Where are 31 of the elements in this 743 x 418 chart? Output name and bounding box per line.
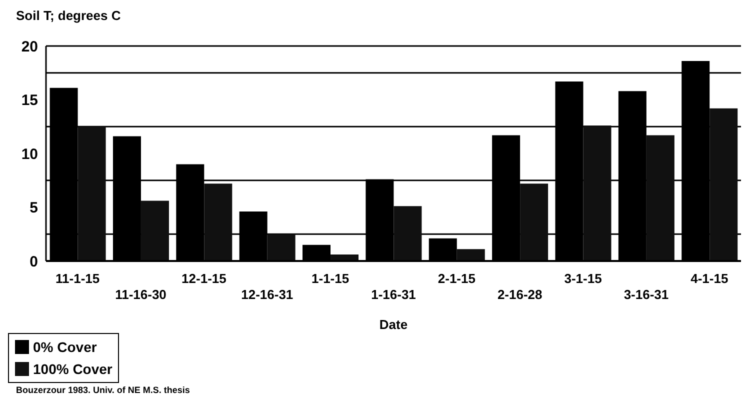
bar [394,206,422,261]
y-tick-label: 5 [30,200,38,217]
bar [583,126,612,261]
bar [520,184,548,261]
y-tick-label: 15 [21,92,38,110]
x-tick-label: 1-1-15 [312,271,350,286]
bar [456,249,485,261]
x-axis-title: Date [379,317,408,332]
bar [204,184,232,261]
x-tick-label: 11-16-30 [115,287,166,302]
x-tick-label: 3-16-31 [624,287,669,302]
x-tick-label: 11-1-15 [56,271,100,286]
y-axis-title: Soil T; degrees C [16,8,121,23]
y-tick-label: 20 [21,38,38,56]
x-tick-label: 1-16-31 [371,287,416,302]
legend-label: 100% Cover [32,360,112,379]
x-tick-label: 3-1-15 [564,271,602,286]
bar [646,135,674,261]
bar [78,126,106,261]
legend-label: 0% Cover [32,338,98,357]
x-tick-label: 4-1-15 [690,271,728,286]
text: Bouzerzour 1983. Univ. of NE M.S. thesis [16,385,191,395]
bar [267,234,296,261]
x-tick-label: 12-16-31 [241,287,294,302]
x-tick-label: 2-1-15 [438,271,476,286]
y-tick-label: 0 [30,253,38,270]
x-tick-label: 2-16-28 [497,287,542,302]
bar [140,200,169,261]
x-tick-label: 12-1-15 [182,271,226,286]
y-tick-label: 10 [21,146,38,163]
bar [710,108,738,261]
